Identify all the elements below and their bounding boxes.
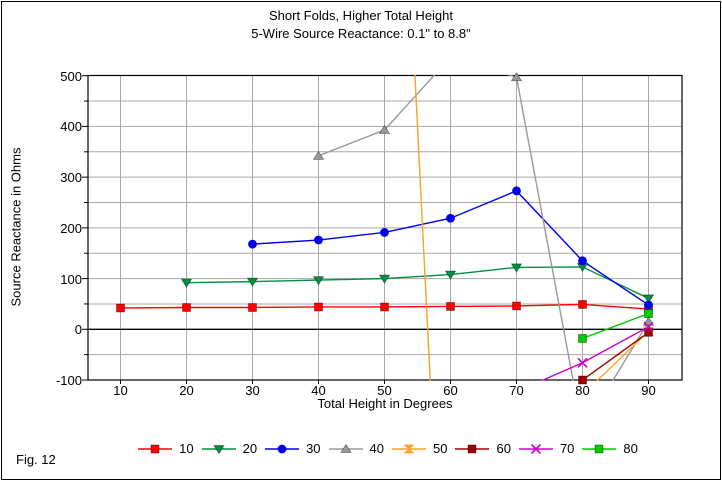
y-tick-100: 100	[60, 271, 82, 287]
legend-item-50: 50	[392, 441, 447, 456]
legend-label: 20	[242, 441, 258, 456]
y-tick--100: -100	[55, 373, 82, 389]
legend-label: 80	[623, 441, 638, 456]
legend-marker-triangle-up-icon	[328, 443, 363, 453]
chart-title: Short Folds, Higher Total Height	[268, 8, 454, 23]
legend-label: 10	[179, 441, 194, 456]
legend-marker-square-icon	[582, 444, 617, 453]
series-markers-30	[248, 186, 653, 310]
x-tick-50: 50	[377, 383, 392, 398]
legend-label: 60	[496, 441, 511, 456]
series-line-20	[186, 266, 649, 299]
y-tick-400: 400	[60, 119, 82, 135]
legend-label: 70	[559, 441, 575, 456]
series-markers-80	[578, 309, 653, 343]
legend-marker-circle-icon	[265, 444, 300, 453]
y-tick-300: 300	[60, 170, 82, 186]
legend-label: 30	[306, 441, 321, 456]
y-tick-0: 0	[74, 322, 82, 338]
x-tick-20: 20	[179, 383, 194, 398]
legend-item-10: 10	[138, 441, 194, 456]
x-tick-90: 90	[641, 383, 656, 398]
y-tick-500: 500	[60, 68, 82, 84]
series-line-60	[580, 331, 649, 381]
legend-item-80: 80	[582, 441, 638, 456]
legend-item-70: 70	[518, 441, 575, 456]
figure-caption: Fig. 12	[16, 452, 56, 467]
series-markers-20	[180, 263, 655, 304]
y-tick-200: 200	[60, 220, 82, 236]
legend-item-20: 20	[201, 441, 258, 456]
series-markers-10	[116, 300, 653, 314]
series-line-40	[318, 75, 650, 381]
legend-marker-x-icon	[518, 443, 553, 454]
legend-label: 50	[433, 441, 448, 456]
x-tick-40: 40	[311, 383, 326, 398]
x-tick-70: 70	[509, 383, 524, 398]
x-tick-30: 30	[245, 383, 260, 398]
chart-legend: 10 20 30 40 50 60 70 80	[54, 441, 722, 456]
series-line-80	[582, 312, 649, 340]
x-tick-80: 80	[575, 383, 590, 398]
legend-item-60: 60	[455, 441, 511, 456]
x-axis-label: Total Height in Degrees	[317, 396, 453, 411]
y-axis-label: Source Reactance in Ohms	[8, 147, 24, 307]
x-tick-60: 60	[443, 383, 458, 398]
series-markers-70	[577, 321, 654, 368]
legend-marker-square-icon	[138, 444, 173, 453]
legend-marker-hourglass-icon	[392, 444, 426, 453]
legend-label: 40	[369, 441, 384, 456]
series-markers-60	[578, 327, 653, 385]
series-markers-40	[312, 71, 655, 326]
legend-marker-square-icon	[455, 444, 490, 453]
legend-marker-triangle-down-icon	[201, 444, 236, 454]
chart-subtitle: 5-Wire Source Reactance: 0.1" to 8.8"	[251, 26, 471, 41]
x-tick-10: 10	[113, 383, 128, 398]
series-line-50	[414, 75, 649, 381]
legend-item-40: 40	[328, 441, 384, 456]
legend-item-30: 30	[265, 441, 321, 456]
